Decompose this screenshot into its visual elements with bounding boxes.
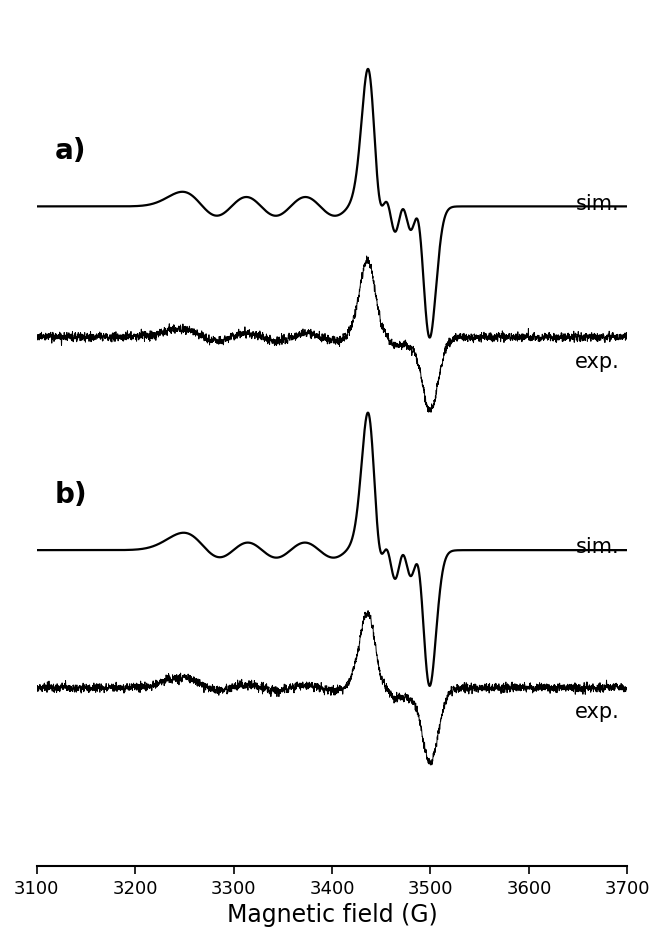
Text: exp.: exp. [575, 702, 620, 723]
Text: sim.: sim. [576, 194, 620, 214]
Text: exp.: exp. [575, 352, 620, 372]
X-axis label: Magnetic field (G): Magnetic field (G) [226, 903, 438, 927]
Text: a): a) [54, 137, 86, 165]
Text: sim.: sim. [576, 537, 620, 557]
Text: b): b) [54, 481, 87, 509]
